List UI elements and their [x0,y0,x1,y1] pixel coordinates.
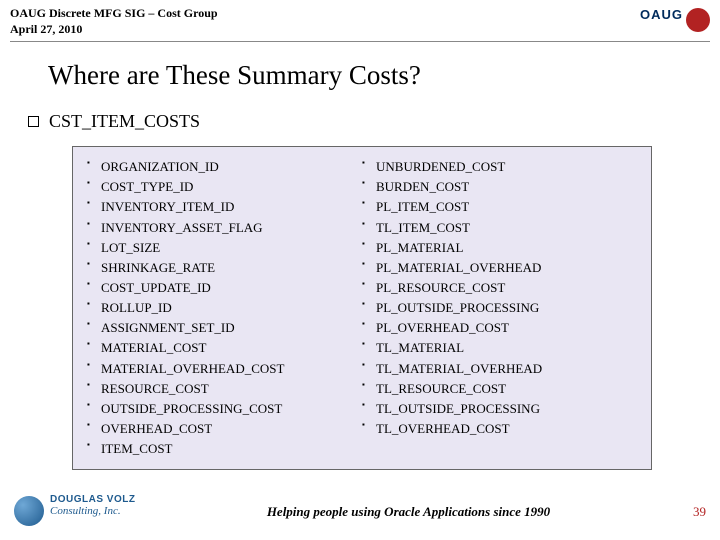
oaug-logo: OAUG [640,6,710,36]
list-item: PL_MATERIAL_OVERHEAD [362,258,637,278]
list-item: PL_OVERHEAD_COST [362,318,637,338]
footer-tagline: Helping people using Oracle Applications… [124,504,693,520]
list-item: RESOURCE_COST [87,379,362,399]
header-line1: OAUG Discrete MFG SIG – Cost Group [10,6,218,22]
logo-line1: DOUGLAS VOLZ [50,494,135,505]
consulting-logo: DOUGLAS VOLZ Consulting, Inc. [14,494,164,530]
list-item: TL_OVERHEAD_COST [362,419,637,439]
header-divider [10,41,710,42]
list-item: COST_UPDATE_ID [87,278,362,298]
left-column: ORGANIZATION_IDCOST_TYPE_IDINVENTORY_ITE… [87,157,362,459]
list-item: COST_TYPE_ID [87,177,362,197]
list-item: ORGANIZATION_ID [87,157,362,177]
slide-footer: DOUGLAS VOLZ Consulting, Inc. Helping pe… [0,494,720,530]
list-item: MATERIAL_OVERHEAD_COST [87,359,362,379]
list-item: PL_ITEM_COST [362,197,637,217]
list-item: PL_MATERIAL [362,238,637,258]
list-item: OVERHEAD_COST [87,419,362,439]
list-item: BURDEN_COST [362,177,637,197]
columns-box: ORGANIZATION_IDCOST_TYPE_IDINVENTORY_ITE… [72,146,652,470]
globe-icon [14,496,44,526]
right-column: UNBURDENED_COSTBURDEN_COSTPL_ITEM_COSTTL… [362,157,637,459]
list-item: LOT_SIZE [87,238,362,258]
list-item: UNBURDENED_COST [362,157,637,177]
logo-line2: Consulting, Inc. [50,505,135,517]
slide-title: Where are These Summary Costs? [48,60,720,91]
list-item: SHRINKAGE_RATE [87,258,362,278]
list-item: MATERIAL_COST [87,338,362,358]
list-item: TL_RESOURCE_COST [362,379,637,399]
header-line2: April 27, 2010 [10,22,218,38]
list-item: PL_OUTSIDE_PROCESSING [362,298,637,318]
page-number: 39 [693,504,706,520]
list-item: INVENTORY_ASSET_FLAG [87,218,362,238]
section-row: CST_ITEM_COSTS [28,111,720,132]
list-item: OUTSIDE_PROCESSING_COST [87,399,362,419]
header-text: OAUG Discrete MFG SIG – Cost Group April… [10,6,218,37]
list-item: ASSIGNMENT_SET_ID [87,318,362,338]
square-bullet-icon [28,116,39,127]
list-item: TL_OUTSIDE_PROCESSING [362,399,637,419]
list-item: TL_MATERIAL [362,338,637,358]
list-item: INVENTORY_ITEM_ID [87,197,362,217]
list-item: ITEM_COST [87,439,362,459]
section-label: CST_ITEM_COSTS [49,111,200,132]
list-item: ROLLUP_ID [87,298,362,318]
list-item: PL_RESOURCE_COST [362,278,637,298]
list-item: TL_MATERIAL_OVERHEAD [362,359,637,379]
list-item: TL_ITEM_COST [362,218,637,238]
slide-header: OAUG Discrete MFG SIG – Cost Group April… [0,0,720,39]
